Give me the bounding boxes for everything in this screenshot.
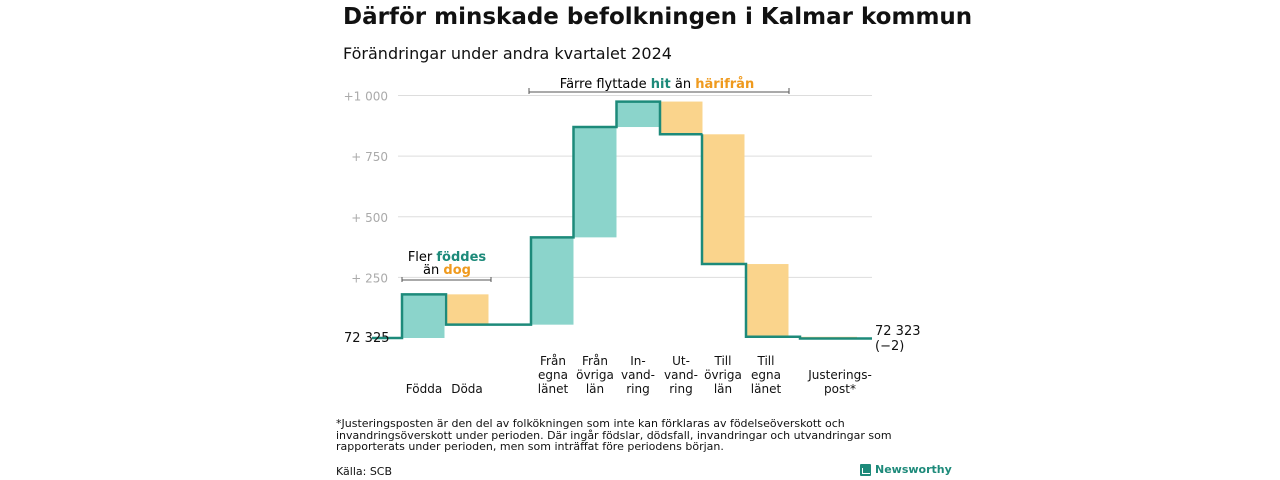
x-tick-label: post* <box>824 382 856 396</box>
birth-annotation: Fler föddes än dog <box>401 250 492 282</box>
x-tick-label: Till <box>757 354 775 368</box>
chart-subtitle: Förändringar under andra kvartalet 2024 <box>343 44 672 63</box>
x-tick-label: In- <box>630 354 645 368</box>
svg-text:Fler föddes: Fler föddes <box>408 250 487 265</box>
chart-logo-icon <box>860 463 871 476</box>
y-tick-label: + 250 <box>351 271 388 285</box>
x-tick-label: vand- <box>621 368 655 382</box>
brand-logo: Newsworthy <box>860 463 952 476</box>
birth-annotation-teal: föddes <box>436 250 486 265</box>
bar-increase <box>617 101 660 128</box>
x-tick-label: Till <box>714 354 732 368</box>
birth-annotation-line1: Fler <box>408 250 433 265</box>
moves-annotation-middle: än <box>675 77 691 92</box>
bar-decrease <box>746 264 789 337</box>
x-tick-label: län <box>586 382 604 396</box>
bars <box>402 101 857 339</box>
start-value-label: 72 325 <box>344 331 390 346</box>
x-tick-label: egna <box>538 368 568 382</box>
source-label: Källa: SCB <box>336 465 393 478</box>
birth-annotation-line2: än <box>423 263 439 278</box>
x-tick-label: Döda <box>451 382 483 396</box>
moves-annotation: Färre flyttade hit än härifrån <box>528 77 790 94</box>
y-tick-label: +1 000 <box>344 90 388 104</box>
brand-name: Newsworthy <box>875 463 952 476</box>
x-tick-label: ring <box>669 382 693 396</box>
y-tick-label: + 750 <box>351 150 388 164</box>
grid-lines <box>398 95 872 278</box>
bar-increase <box>574 127 617 238</box>
x-tick-label: län <box>714 382 732 396</box>
moves-annotation-orange: härifrån <box>695 77 754 92</box>
x-tick-label: Justerings- <box>807 368 872 382</box>
x-tick-label: Från <box>582 354 608 368</box>
svg-text:Färre flyttade hit: Färre flyttade hit än härifrån <box>560 77 754 92</box>
x-tick-label: Ut- <box>672 354 690 368</box>
end-change-label: (−2) <box>875 339 904 354</box>
moves-annotation-teal: hit <box>651 77 671 92</box>
bar-increase <box>531 237 574 325</box>
bar-decrease <box>660 101 703 135</box>
svg-text:än dog: än dog <box>423 263 471 278</box>
x-tick-label: övriga <box>576 368 614 382</box>
x-tick-label: länet <box>538 382 569 396</box>
x-tick-label: övriga <box>704 368 742 382</box>
x-tick-labels: Födda DödaFrånegnalänetFrånövrigalänIn-va… <box>406 354 872 396</box>
x-tick-label: länet <box>751 382 782 396</box>
waterfall-chart: +1 000+ 750+ 500+ 250 Födda DödaFrånegnal… <box>344 77 921 396</box>
y-tick-label: + 500 <box>351 211 388 225</box>
birth-annotation-orange: dog <box>443 263 471 278</box>
moves-annotation-bracket <box>528 88 790 94</box>
x-tick-label: Från <box>540 354 566 368</box>
x-tick-label: vand- <box>664 368 698 382</box>
bar-increase <box>402 294 445 338</box>
x-tick-label: egna <box>751 368 781 382</box>
bar-decrease <box>446 294 489 325</box>
x-tick-label: ring <box>626 382 650 396</box>
chart-title: Därför minskade befolkningen i Kalmar ko… <box>343 4 973 30</box>
y-tick-labels: +1 000 + 750 + 500 + 250 <box>344 90 388 286</box>
x-tick-label: Födda <box>406 382 442 396</box>
birth-annotation-bracket <box>401 277 492 282</box>
step-line <box>372 100 872 340</box>
footnote: *Justeringsposten är den del av folkökni… <box>336 417 892 453</box>
end-value-label: 72 323 <box>875 324 921 339</box>
bar-decrease <box>702 134 745 265</box>
moves-annotation-prefix: Färre flyttade <box>560 77 647 92</box>
